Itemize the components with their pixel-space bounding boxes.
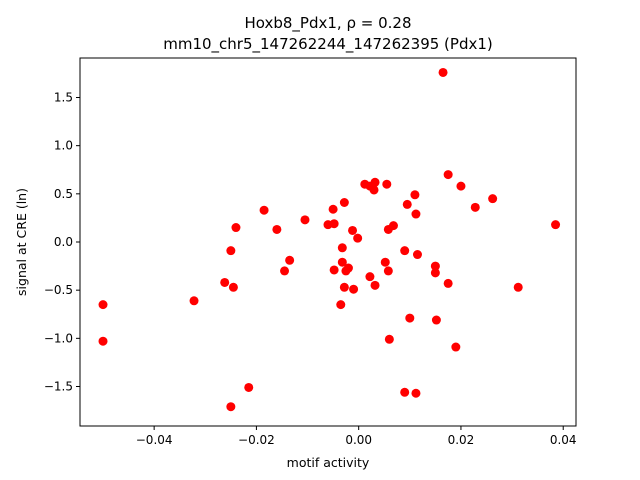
data-point-43 [405, 313, 415, 323]
data-point-44 [410, 190, 420, 200]
data-point-26 [349, 284, 359, 294]
data-point-12 [285, 255, 295, 265]
y-tick-label-6: 1.5 [54, 90, 73, 104]
x-tick-label-3: 0.02 [448, 433, 475, 447]
x-tick-label-2: 0.00 [345, 433, 372, 447]
data-point-17 [329, 265, 339, 275]
y-tick-label-0: −1.5 [44, 380, 73, 394]
x-tick-label-4: 0.04 [550, 433, 577, 447]
data-point-6 [228, 282, 238, 292]
data-point-19 [337, 243, 347, 253]
data-point-22 [339, 282, 349, 292]
data-point-40 [400, 246, 410, 256]
data-point-24 [343, 263, 353, 273]
data-point-41 [400, 387, 410, 397]
data-point-32 [370, 177, 380, 187]
data-point-16 [329, 219, 339, 229]
data-point-39 [388, 221, 398, 231]
data-points [98, 67, 561, 412]
data-point-2 [189, 296, 199, 306]
data-point-49 [430, 268, 440, 278]
data-point-10 [272, 224, 282, 234]
data-point-55 [456, 181, 466, 191]
x-tick-label-1: −0.02 [238, 433, 275, 447]
data-point-9 [259, 205, 269, 215]
x-tick-label-0: −0.04 [136, 433, 173, 447]
chart-title-line1: Hoxb8_Pdx1, ρ = 0.28 [245, 14, 412, 33]
data-point-47 [411, 388, 421, 398]
data-point-58 [513, 282, 523, 292]
y-tick-label-4: 0.5 [54, 187, 73, 201]
data-point-18 [336, 300, 346, 310]
y-tick-label-5: 1.0 [54, 139, 73, 153]
data-point-37 [383, 266, 393, 276]
y-tick-label-3: 0.0 [54, 235, 73, 249]
data-point-30 [365, 272, 375, 282]
data-point-34 [380, 257, 390, 267]
y-tick-label-1: −1.0 [44, 331, 73, 345]
data-point-57 [488, 194, 498, 204]
data-point-35 [382, 179, 392, 189]
data-point-3 [220, 277, 230, 287]
data-point-4 [226, 246, 236, 256]
data-point-0 [98, 300, 108, 310]
data-point-27 [353, 233, 363, 243]
data-point-5 [226, 402, 236, 412]
data-point-48 [430, 261, 440, 271]
data-point-51 [438, 67, 448, 77]
data-point-52 [443, 170, 453, 180]
data-point-25 [348, 225, 358, 235]
data-point-59 [551, 220, 561, 230]
data-point-54 [451, 342, 461, 352]
data-point-38 [384, 334, 394, 344]
data-point-15 [328, 204, 338, 214]
data-point-46 [412, 250, 422, 260]
chart-title-line2: mm10_chr5_147262244_147262395 (Pdx1) [163, 35, 493, 54]
data-point-33 [370, 280, 380, 290]
data-point-50 [431, 315, 441, 325]
axis-ticks: −0.04 −0.02 0.00 0.02 0.04 −1.5 −1.0 −0.5 0.0 0.5… [44, 90, 577, 447]
data-point-21 [339, 198, 349, 207]
y-axis-label: signal at CRE (ln) [14, 188, 29, 296]
data-point-20 [337, 257, 347, 267]
data-point-53 [443, 278, 453, 288]
y-tick-label-2: −0.5 [44, 283, 73, 297]
data-point-56 [470, 202, 480, 212]
data-point-42 [402, 199, 412, 209]
data-point-45 [411, 209, 421, 219]
data-point-11 [280, 266, 290, 276]
data-point-8 [244, 382, 254, 392]
data-point-31 [369, 185, 379, 195]
data-point-7 [231, 223, 241, 233]
plot-frame [79, 57, 577, 427]
data-point-13 [300, 215, 310, 225]
x-axis-label: motif activity [287, 455, 370, 470]
data-point-1 [98, 336, 108, 346]
